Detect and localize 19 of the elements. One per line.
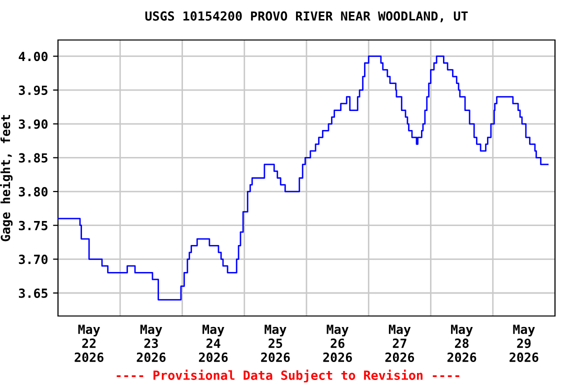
x-tick-label: May 25 2026	[261, 324, 290, 362]
y-tick-label: 3.70	[18, 254, 48, 264]
x-tick-label: May 23 2026	[136, 324, 166, 362]
y-axis-title: Gage height, feet	[0, 115, 13, 242]
y-tick-label: 3.95	[18, 86, 48, 96]
y-tick-label: 3.75	[18, 220, 48, 230]
y-tick-label: 3.80	[18, 187, 48, 196]
y-tick-label: 4.00	[18, 52, 48, 62]
x-tick-label: May 26 2026	[323, 324, 352, 362]
x-tick-label: May 28 2026	[447, 324, 476, 362]
text: ---- Provisional Data Subject to Revision ----	[116, 370, 460, 382]
chart-title: USGS 10154200 PROVO RIVER NEAR WOODLAND, UT	[145, 11, 468, 22]
x-tick-label: May 29 2026	[510, 324, 538, 362]
x-tick-label: May 22 2026	[74, 324, 104, 362]
x-tick-label: May 27 2026	[385, 324, 414, 362]
x-tick-label: May 24 2026	[198, 324, 228, 362]
y-tick-label: 3.65	[18, 288, 48, 298]
y-tick-label: 3.85	[18, 153, 48, 163]
y-tick-label: 3.90	[18, 119, 48, 129]
